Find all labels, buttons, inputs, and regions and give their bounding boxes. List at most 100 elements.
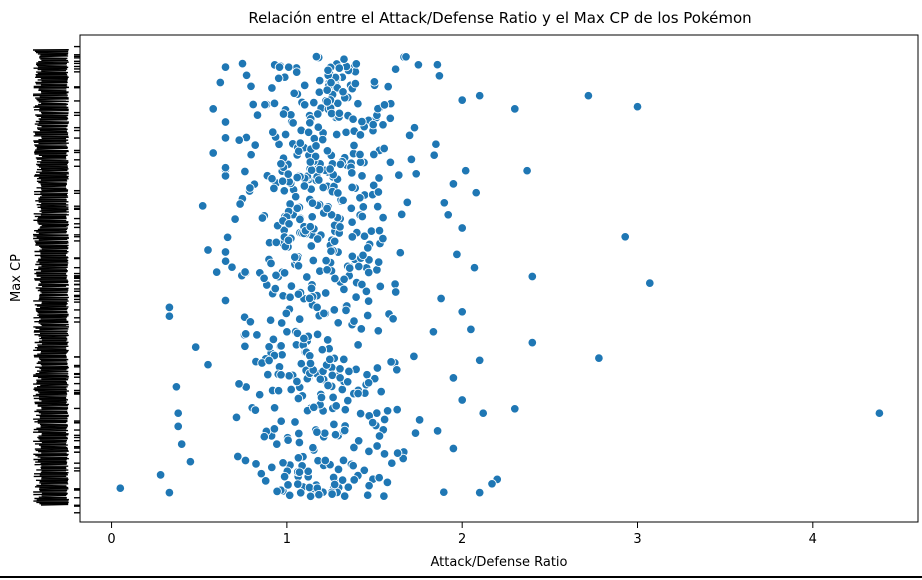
data-point	[326, 77, 336, 88]
data-point	[279, 471, 290, 482]
data-point	[342, 377, 353, 387]
data-point	[327, 370, 338, 381]
data-point	[432, 426, 443, 436]
data-point	[299, 100, 310, 110]
data-point	[460, 165, 471, 176]
data-point	[257, 213, 268, 223]
data-point	[471, 187, 481, 198]
x-tick-label: 3	[633, 532, 641, 547]
data-point	[349, 475, 359, 485]
data-point	[283, 480, 293, 490]
data-point	[428, 327, 439, 337]
y-tick-label	[36, 147, 68, 150]
data-point	[231, 412, 242, 423]
y-tick-label	[40, 225, 67, 228]
data-point	[443, 210, 453, 220]
y-tick-label	[35, 145, 68, 148]
x-tick-label: 2	[458, 532, 466, 547]
data-point	[276, 370, 286, 380]
y-tick-labels	[32, 45, 80, 514]
y-tick-label	[38, 396, 67, 399]
data-point	[284, 371, 294, 381]
data-point	[203, 245, 213, 255]
y-tick-label	[38, 313, 69, 316]
data-point	[379, 449, 390, 459]
data-point	[294, 467, 305, 477]
data-point	[314, 175, 324, 185]
data-point	[269, 98, 280, 109]
data-point	[385, 113, 396, 124]
data-point	[439, 487, 449, 497]
data-point	[322, 85, 332, 95]
data-point	[355, 193, 365, 203]
data-point	[220, 133, 231, 143]
data-point	[379, 491, 389, 501]
data-point	[330, 273, 340, 284]
data-point	[220, 162, 231, 173]
y-tick-label	[40, 384, 69, 387]
y-tick-label	[39, 55, 69, 58]
data-point	[347, 182, 357, 193]
data-point	[348, 460, 358, 471]
data-point	[357, 171, 367, 181]
data-point	[299, 333, 309, 344]
data-point	[394, 170, 404, 180]
y-tick-label	[37, 456, 68, 459]
x-axis-label: Attack/Defense Ratio	[431, 555, 568, 570]
data-point	[305, 118, 315, 128]
data-point	[338, 195, 348, 206]
data-point	[303, 127, 314, 138]
data-point	[356, 324, 367, 334]
data-point	[267, 462, 277, 473]
data-point	[317, 344, 328, 355]
x-tick-label: 4	[809, 532, 817, 547]
data-point	[353, 388, 363, 399]
data-point	[341, 127, 351, 138]
data-point	[350, 78, 361, 89]
data-point	[344, 366, 354, 377]
x-axis-ticks: 0 1 2 3 4	[107, 522, 817, 547]
y-tick-label	[33, 316, 67, 319]
data-point	[373, 187, 384, 197]
data-point	[274, 62, 285, 72]
data-point	[250, 140, 260, 150]
data-point	[208, 104, 218, 114]
data-point	[329, 419, 339, 430]
y-tick-label	[34, 463, 67, 466]
data-point	[267, 173, 277, 184]
data-point	[293, 289, 304, 299]
y-tick-label	[38, 232, 67, 234]
data-point	[311, 51, 322, 62]
data-point	[410, 428, 421, 438]
data-point	[312, 302, 322, 313]
x-tick-label: 0	[107, 532, 115, 547]
data-point	[329, 305, 340, 315]
data-point	[334, 63, 345, 73]
y-tick-label	[39, 57, 68, 60]
y-tick-label	[41, 169, 68, 172]
data-point	[366, 226, 377, 236]
data-point	[164, 302, 175, 313]
data-point	[379, 143, 389, 154]
data-point	[322, 97, 333, 107]
data-point	[265, 315, 276, 325]
data-point	[286, 281, 297, 291]
data-point	[320, 288, 331, 298]
data-point	[268, 334, 279, 345]
data-point	[432, 59, 443, 70]
data-point	[164, 487, 175, 498]
data-point	[401, 52, 411, 62]
data-point	[279, 186, 290, 196]
data-point	[296, 358, 307, 369]
data-point	[457, 95, 467, 105]
data-point	[385, 157, 396, 168]
data-point	[339, 425, 350, 436]
data-point	[392, 404, 402, 415]
data-point	[237, 58, 248, 69]
data-point	[338, 87, 348, 97]
data-point	[327, 489, 337, 499]
data-point	[273, 385, 284, 396]
data-point	[409, 351, 419, 362]
data-point	[379, 100, 390, 110]
